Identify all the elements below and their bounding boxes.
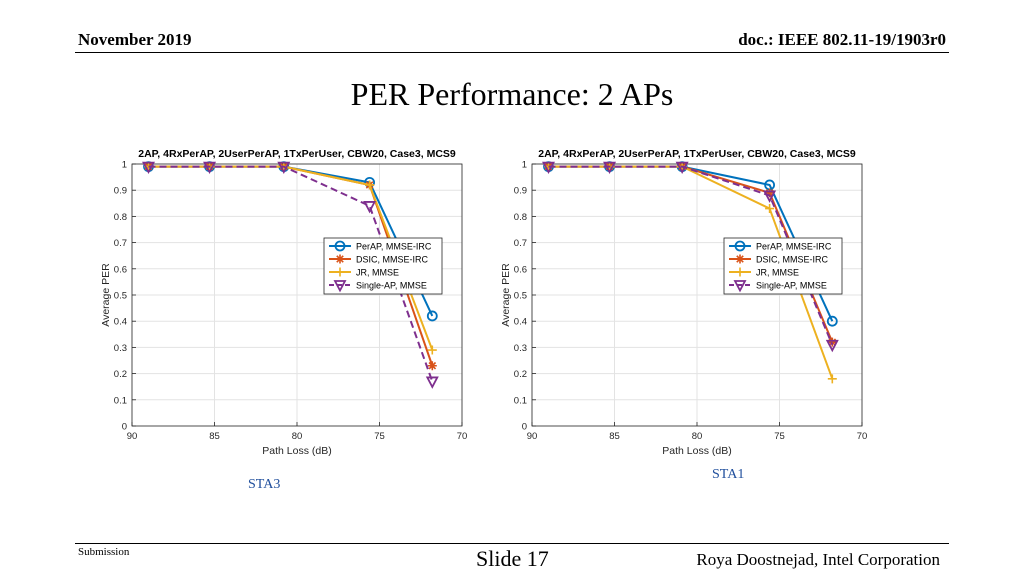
chart0-series-3-point-0 bbox=[142, 161, 155, 175]
chart1-ytick-label-0: 0 bbox=[522, 422, 527, 433]
chart0-xlabel: Path Loss (dB) bbox=[262, 445, 331, 457]
chart0-legend-marker-3 bbox=[333, 280, 347, 293]
chart-sta3: 0 0.1 0.2 0.3 0.4 0.5 0.6 0.7 0.8 0.9 1 90 85 80 75 70 2… bbox=[96, 143, 484, 465]
header-date: November 2019 bbox=[78, 30, 192, 49]
header-divider bbox=[75, 52, 949, 53]
chart1-ytick-label-4: 0.4 bbox=[514, 317, 527, 328]
chart0-xtick-label-1: 85 bbox=[209, 431, 220, 442]
chart1-title: 2AP, 4RxPerAP, 2UserPerAP, 1TxPerUser, C… bbox=[538, 148, 856, 160]
chart0-legend-label-0: PerAP, MMSE-IRC bbox=[356, 242, 432, 252]
chart1-ylabel: Average PER bbox=[500, 263, 512, 327]
chart1-xtick-label-2: 80 bbox=[692, 431, 703, 442]
chart0-ytick-label-10: 1 bbox=[122, 160, 127, 171]
chart1-ytick-label-6: 0.6 bbox=[514, 264, 527, 275]
chart0-series-2-point-3 bbox=[365, 180, 375, 190]
chart0-legend-marker-2 bbox=[335, 267, 345, 277]
chart1-legend-label-3: Single-AP, MMSE bbox=[756, 281, 827, 291]
chart1-ytick-label-10: 1 bbox=[522, 160, 527, 171]
chart0-ytick-label-3: 0.3 bbox=[114, 343, 127, 354]
chart0-ylabel: Average PER bbox=[100, 263, 112, 327]
chart0-title: 2AP, 4RxPerAP, 2UserPerAP, 1TxPerUser, C… bbox=[138, 148, 456, 160]
chart1-xtick-label-3: 75 bbox=[774, 431, 785, 442]
footer-divider bbox=[75, 543, 949, 544]
chart0-legend-label-2: JR, MMSE bbox=[356, 268, 399, 278]
chart0-ytick-label-6: 0.6 bbox=[114, 264, 127, 275]
chart1-ytick-label-9: 0.9 bbox=[514, 186, 527, 197]
chart0-xtick-label-4: 70 bbox=[457, 431, 468, 442]
footer-slide-number: Slide 17 bbox=[476, 546, 549, 571]
chart0-ytick-label-1: 0.1 bbox=[114, 395, 127, 406]
chart1-series-2-point-4 bbox=[827, 374, 837, 384]
chart-sta1-label: STA1 bbox=[712, 467, 745, 482]
chart0-series-3-point-1 bbox=[203, 161, 217, 175]
footer-submission: Submission bbox=[78, 546, 130, 558]
chart0-ytick-label-0: 0 bbox=[122, 422, 127, 433]
chart1-series-2-point-3 bbox=[765, 204, 775, 214]
chart0-legend-label-3: Single-AP, MMSE bbox=[356, 281, 427, 291]
chart0-ytick-label-7: 0.7 bbox=[114, 238, 127, 249]
chart-sta1-svg: 0 0.1 0.2 0.3 0.4 0.5 0.6 0.7 0.8 0.9 1 90 85 80 75 70 2… bbox=[500, 148, 868, 457]
chart1-legend-marker-3 bbox=[733, 280, 747, 293]
chart1-legend-marker-1 bbox=[735, 254, 745, 264]
chart0-series-1-point-4 bbox=[427, 361, 437, 371]
chart1-series-3-point-0 bbox=[542, 161, 555, 175]
chart1-legend-marker-2 bbox=[735, 267, 745, 277]
chart0-series-2-point-4 bbox=[427, 345, 437, 355]
chart0-ytick-label-5: 0.5 bbox=[114, 291, 127, 302]
chart1-xtick-label-1: 85 bbox=[609, 431, 620, 442]
chart1-legend-marker-0 bbox=[734, 240, 746, 252]
chart1-xtick-label-0: 90 bbox=[527, 431, 538, 442]
chart1-series-3-point-1 bbox=[603, 161, 617, 175]
chart1-series-1-point-4 bbox=[827, 337, 837, 347]
chart0-xtick-label-2: 80 bbox=[292, 431, 303, 442]
chart1-series-3-point-3 bbox=[763, 190, 777, 203]
chart1-series-0-point-4 bbox=[826, 315, 838, 327]
chart0-series-3-point-3 bbox=[363, 201, 377, 214]
chart-sta3-svg: 0 0.1 0.2 0.3 0.4 0.5 0.6 0.7 0.8 0.9 1 90 85 80 75 70 2… bbox=[100, 148, 468, 457]
chart1-series-3-point-2 bbox=[675, 161, 689, 175]
chart0-series-3-point-4 bbox=[425, 376, 439, 389]
chart-sta1: 0 0.1 0.2 0.3 0.4 0.5 0.6 0.7 0.8 0.9 1 90 85 80 75 70 2… bbox=[496, 143, 884, 465]
chart-sta3-label: STA3 bbox=[248, 477, 281, 492]
chart1-ytick-label-1: 0.1 bbox=[514, 395, 527, 406]
chart1-ytick-label-3: 0.3 bbox=[514, 343, 527, 354]
chart0-ytick-label-4: 0.4 bbox=[114, 317, 127, 328]
chart0-legend-label-1: DSIC, MMSE-IRC bbox=[356, 255, 429, 265]
header-doc-id: doc.: IEEE 802.11-19/1903r0 bbox=[738, 30, 946, 49]
chart1-series-1-point-3 bbox=[765, 188, 775, 198]
chart0-ytick-label-9: 0.9 bbox=[114, 186, 127, 197]
chart0-series-0-point-4 bbox=[426, 310, 438, 322]
chart1-legend-label-1: DSIC, MMSE-IRC bbox=[756, 255, 829, 265]
chart1-ytick-label-2: 0.2 bbox=[514, 369, 527, 380]
chart0-legend-marker-1 bbox=[335, 254, 345, 264]
chart0-legend-marker-0 bbox=[334, 240, 346, 252]
chart0-xtick-label-3: 75 bbox=[374, 431, 385, 442]
chart1-legend-label-2: JR, MMSE bbox=[756, 268, 799, 278]
chart1-legend-label-0: PerAP, MMSE-IRC bbox=[756, 242, 832, 252]
chart1-ytick-label-7: 0.7 bbox=[514, 238, 527, 249]
chart0-xtick-label-0: 90 bbox=[127, 431, 138, 442]
chart1-series-3-point-4 bbox=[825, 339, 839, 353]
slide-title: PER Performance: 2 APs bbox=[350, 76, 674, 112]
chart0-ytick-label-2: 0.2 bbox=[114, 369, 127, 380]
chart1-ytick-label-8: 0.8 bbox=[514, 212, 527, 223]
footer-author: Roya Doostnejad, Intel Corporation bbox=[696, 550, 940, 569]
chart0-ytick-label-8: 0.8 bbox=[114, 212, 127, 223]
chart1-ytick-label-5: 0.5 bbox=[514, 291, 527, 302]
chart1-xlabel: Path Loss (dB) bbox=[662, 445, 731, 457]
chart1-xtick-label-4: 70 bbox=[857, 431, 868, 442]
chart0-series-3-point-2 bbox=[277, 161, 291, 175]
